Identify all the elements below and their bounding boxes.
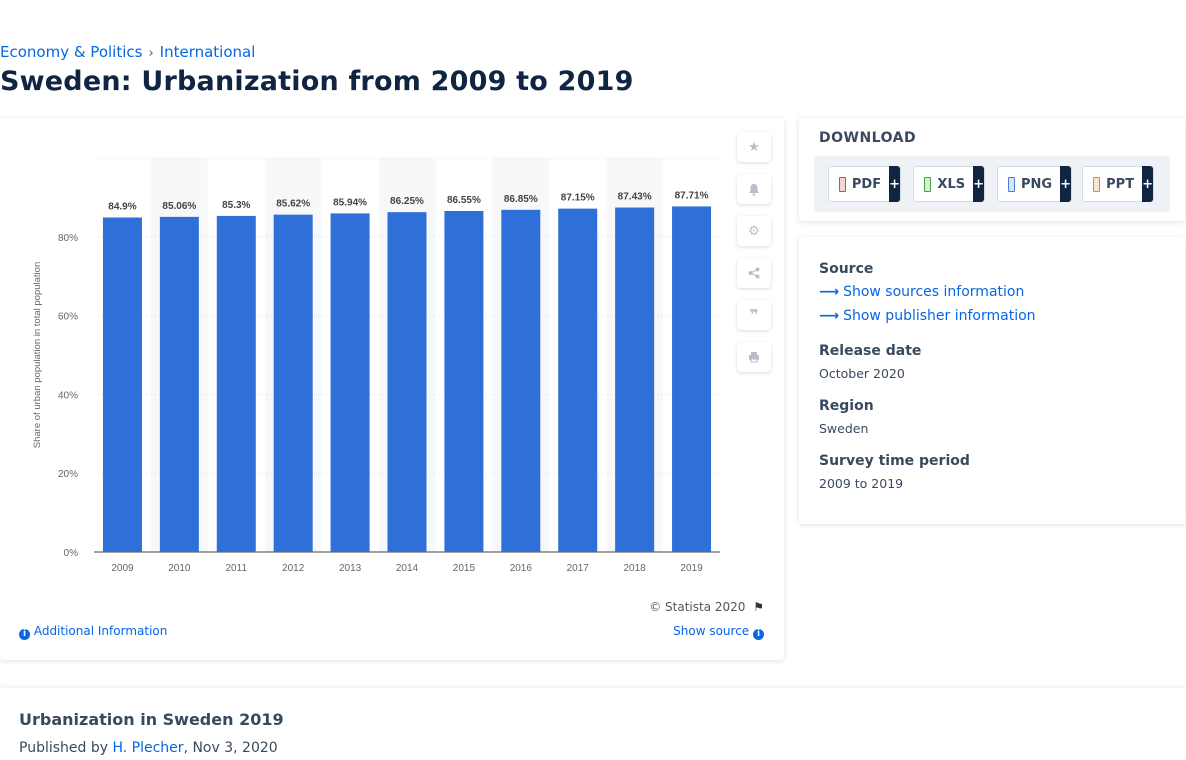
show-sources-link[interactable]: ⟶ Show sources information bbox=[819, 284, 1025, 300]
source-label: Source bbox=[819, 261, 874, 277]
article-card: Urbanization in Sweden 2019 Published by… bbox=[0, 688, 1186, 760]
y-tick-label: 20% bbox=[58, 469, 78, 480]
gear-icon[interactable]: ⚙ bbox=[737, 216, 771, 246]
bar-value-label: 87.71% bbox=[675, 190, 709, 201]
bar bbox=[159, 216, 199, 553]
article-title: Urbanization in Sweden 2019 bbox=[19, 710, 284, 729]
breadcrumb-international[interactable]: International bbox=[159, 43, 256, 61]
statista-credit: © Statista 2020 ⚑ bbox=[649, 600, 764, 614]
bar bbox=[102, 217, 142, 552]
bar-value-label: 85.3% bbox=[222, 200, 250, 211]
print-icon[interactable] bbox=[737, 342, 771, 372]
bar bbox=[615, 207, 655, 552]
bar bbox=[273, 214, 313, 552]
y-tick-label: 80% bbox=[58, 233, 78, 244]
bar-value-label: 87.43% bbox=[618, 192, 652, 203]
release-date-label: Release date bbox=[819, 343, 922, 359]
x-tick-label: 2016 bbox=[510, 563, 533, 574]
x-tick-label: 2012 bbox=[282, 563, 305, 574]
bar bbox=[501, 209, 541, 552]
y-tick-label: 40% bbox=[58, 390, 78, 401]
download-ppt-plus[interactable]: + bbox=[1142, 166, 1153, 202]
xls-file-icon bbox=[924, 176, 932, 192]
arrow-right-icon: ⟶ bbox=[819, 284, 840, 300]
release-date-value: October 2020 bbox=[819, 366, 905, 381]
download-panel: DOWNLOAD PDF + XLS + PNG + PPT + bbox=[799, 118, 1185, 221]
y-tick-label: 0% bbox=[64, 548, 79, 559]
bar-value-label: 86.55% bbox=[447, 195, 481, 206]
download-title: DOWNLOAD bbox=[819, 130, 917, 146]
bar bbox=[444, 210, 484, 553]
star-icon[interactable]: ★ bbox=[737, 132, 771, 162]
bar bbox=[387, 212, 427, 553]
download-ppt-button[interactable]: PPT + bbox=[1082, 166, 1154, 202]
x-tick-label: 2018 bbox=[624, 563, 647, 574]
article-meta: Published by H. Plecher, Nov 3, 2020 bbox=[19, 740, 278, 756]
additional-information-link[interactable]: i Additional Information bbox=[19, 624, 167, 640]
bar-value-label: 85.06% bbox=[162, 201, 196, 212]
bar bbox=[330, 213, 370, 552]
download-pdf-plus[interactable]: + bbox=[889, 166, 900, 202]
breadcrumb-economy-politics[interactable]: Economy & Politics bbox=[0, 43, 143, 61]
pdf-file-icon bbox=[839, 176, 846, 192]
y-axis-label: Share of urban population in total popul… bbox=[32, 262, 43, 448]
bar-value-label: 86.85% bbox=[504, 194, 538, 205]
quote-icon[interactable]: ❞ bbox=[737, 300, 771, 330]
flag-icon[interactable]: ⚑ bbox=[753, 600, 764, 614]
png-file-icon bbox=[1008, 176, 1016, 192]
download-pdf-button[interactable]: PDF + bbox=[828, 166, 901, 202]
download-xls-button[interactable]: XLS + bbox=[913, 166, 985, 202]
bar-chart: 0% 20% 40% 60% 80% Share of urban population … bbox=[32, 157, 720, 574]
chart-card: 0% 20% 40% 60% 80% Share of urban population … bbox=[0, 118, 784, 660]
ppt-file-icon bbox=[1093, 176, 1101, 192]
x-tick-label: 2017 bbox=[567, 563, 590, 574]
show-publisher-link[interactable]: ⟶ Show publisher information bbox=[819, 308, 1036, 324]
region-label: Region bbox=[819, 398, 874, 414]
x-tick-label: 2015 bbox=[453, 563, 476, 574]
statistic-info-panel: Source ⟶ Show sources information ⟶ Show p… bbox=[799, 237, 1185, 524]
survey-period-value: 2009 to 2019 bbox=[819, 476, 904, 491]
bar-value-label: 84.9% bbox=[108, 201, 136, 212]
x-tick-label: 2013 bbox=[339, 563, 362, 574]
info-icon: i bbox=[753, 629, 764, 640]
share-icon[interactable] bbox=[737, 258, 771, 288]
x-tick-label: 2019 bbox=[680, 563, 703, 574]
chart-toolbar: ★ ⚙ ❞ bbox=[737, 132, 773, 384]
x-tick-label: 2009 bbox=[111, 563, 134, 574]
bar bbox=[672, 206, 712, 552]
page-title: Sweden: Urbanization from 2009 to 2019 bbox=[0, 66, 634, 97]
show-source-link[interactable]: Show source i bbox=[673, 624, 764, 640]
download-png-plus[interactable]: + bbox=[1060, 166, 1071, 202]
x-tick-label: 2011 bbox=[226, 563, 248, 574]
breadcrumb: Economy & Politics › International bbox=[0, 43, 255, 61]
survey-period-label: Survey time period bbox=[819, 453, 970, 469]
bar-value-label: 85.62% bbox=[276, 199, 310, 210]
download-xls-plus[interactable]: + bbox=[973, 166, 984, 202]
bar bbox=[216, 215, 256, 552]
bar-value-label: 85.94% bbox=[333, 197, 367, 208]
breadcrumb-separator: › bbox=[148, 46, 154, 61]
y-tick-label: 60% bbox=[58, 312, 78, 323]
x-tick-label: 2010 bbox=[168, 563, 191, 574]
bar bbox=[558, 208, 598, 552]
download-buttons: PDF + XLS + PNG + PPT + bbox=[814, 156, 1170, 212]
region-value: Sweden bbox=[819, 421, 869, 436]
bell-icon[interactable] bbox=[737, 174, 771, 204]
author-link[interactable]: H. Plecher bbox=[112, 740, 184, 756]
bar-value-label: 86.25% bbox=[390, 196, 424, 207]
info-icon: i bbox=[19, 629, 30, 640]
download-png-button[interactable]: PNG + bbox=[997, 166, 1072, 202]
bar-value-label: 87.15% bbox=[561, 193, 595, 204]
x-tick-label: 2014 bbox=[396, 563, 419, 574]
arrow-right-icon: ⟶ bbox=[819, 308, 840, 324]
